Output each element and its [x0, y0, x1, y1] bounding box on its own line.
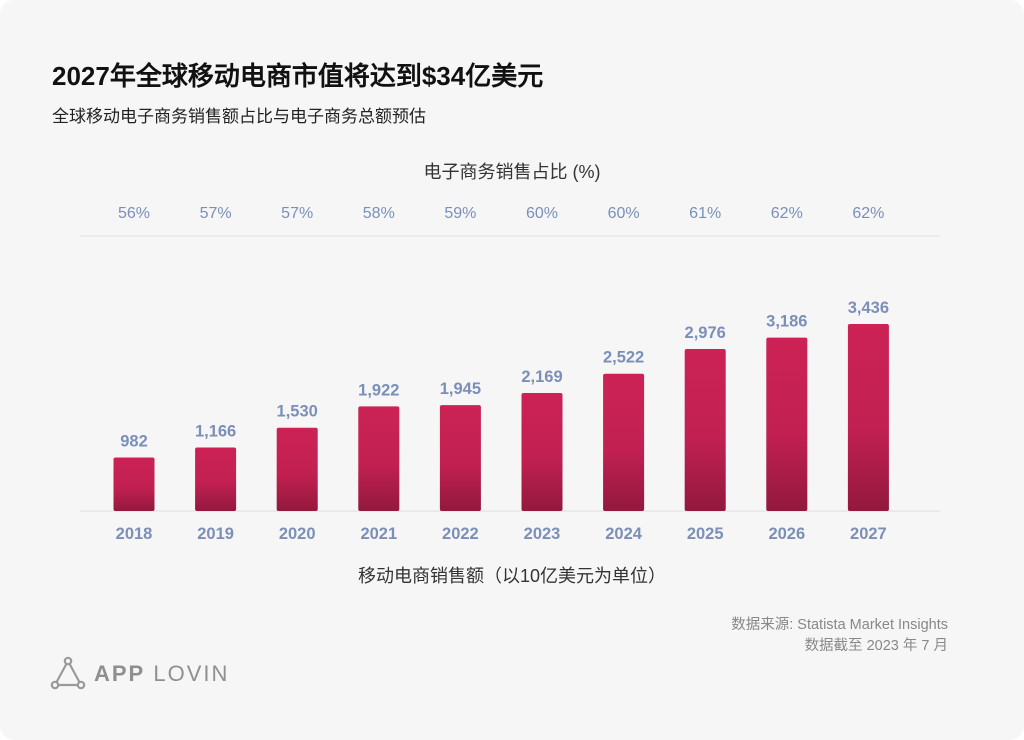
bar-shade — [766, 337, 808, 511]
share-label: 57% — [200, 205, 232, 222]
value-label: 2,976 — [685, 324, 726, 342]
share-label: 60% — [526, 205, 558, 222]
bar-shade — [684, 349, 726, 511]
x-tick-label: 2022 — [442, 525, 479, 543]
value-label: 1,922 — [358, 381, 399, 399]
x-tick-label: 2021 — [360, 525, 397, 543]
share-label: 60% — [608, 205, 640, 222]
x-tick-label: 2026 — [768, 525, 805, 543]
chart-title: 2027年全球移动电商市值将达到$34亿美元 — [52, 61, 544, 91]
x-tick-label: 2025 — [687, 525, 724, 543]
value-label: 1,166 — [195, 423, 236, 441]
bar-shade — [603, 373, 645, 511]
share-label: 56% — [118, 205, 150, 222]
source-note: 数据来源: Statista Market Insights 数据截至 2023… — [731, 615, 948, 657]
share-label: 58% — [363, 205, 395, 222]
bar-shade — [113, 457, 155, 511]
value-label: 2,169 — [521, 368, 562, 386]
x-tick-label: 2023 — [524, 525, 561, 543]
bar-shade — [439, 405, 481, 511]
bar-shade — [521, 392, 563, 511]
source-text: 数据来源: Statista Market Insights — [731, 617, 948, 633]
bar-shade — [847, 324, 889, 511]
bar-shade — [276, 427, 318, 511]
x-tick-label: 2024 — [605, 525, 643, 543]
x-tick-label: 2019 — [197, 525, 234, 543]
applovin-logo: APP LOVIN — [50, 656, 229, 692]
share-label: 57% — [281, 205, 313, 222]
x-axis-label: 移动电商销售额（以10亿美元为单位） — [357, 566, 667, 586]
value-label: 1,530 — [277, 403, 318, 421]
applovin-logo-text: APP LOVIN — [94, 661, 230, 686]
x-tick-label: 2018 — [116, 525, 153, 543]
share-row-title: 电子商务销售占比 (%) — [423, 162, 601, 182]
data-date: 数据截至 2023 年 7 月 — [804, 638, 948, 654]
chart-subtitle: 全球移动电子商务销售额占比与电子商务总额预估 — [52, 107, 426, 126]
value-label: 1,945 — [440, 380, 481, 398]
share-label: 62% — [771, 205, 803, 222]
bar-shade — [358, 406, 400, 511]
value-label: 3,436 — [848, 299, 889, 317]
value-label: 3,186 — [766, 313, 807, 331]
x-tick-label: 2020 — [279, 525, 316, 543]
share-label: 61% — [689, 205, 721, 222]
share-label: 62% — [852, 205, 884, 222]
bar-shade — [195, 447, 237, 511]
applovin-logo-icon — [50, 656, 86, 690]
x-tick-label: 2027 — [850, 525, 887, 543]
share-label: 59% — [444, 205, 476, 222]
value-label: 2,522 — [603, 349, 644, 367]
value-label: 982 — [120, 433, 148, 451]
